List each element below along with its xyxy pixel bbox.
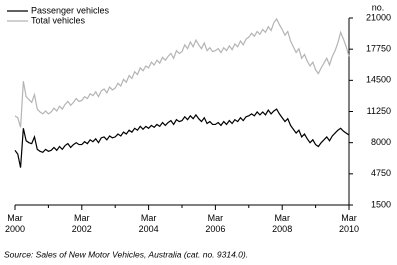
series-line [14, 17, 350, 128]
y-tick-label: 1500 [371, 199, 391, 209]
y-tick-label: 8000 [371, 137, 391, 147]
x-tick-label: Mar 2006 [205, 213, 226, 234]
y-tick-label: 17750 [366, 44, 391, 54]
y-tick-label: 21000 [366, 12, 391, 22]
x-tick-label: Mar 2002 [71, 213, 92, 234]
x-tick-label: Mar 2010 [338, 213, 360, 234]
y-tick-label: 4750 [371, 168, 391, 178]
legend-label: Passenger vehicles [31, 5, 110, 15]
source-note: Source: Sales of New Motor Vehicles, Aus… [4, 249, 248, 259]
series-line [14, 108, 350, 168]
x-tick-label: Mar 2000 [4, 213, 26, 234]
y-tick-label: 11250 [367, 106, 391, 116]
y-unit: no. [372, 2, 385, 12]
x-tick-label: Mar 2008 [272, 213, 293, 234]
legend-label: Total vehicles [31, 15, 86, 25]
x-tick-label: Mar 2004 [138, 213, 159, 234]
y-tick-label: 14500 [366, 75, 391, 85]
